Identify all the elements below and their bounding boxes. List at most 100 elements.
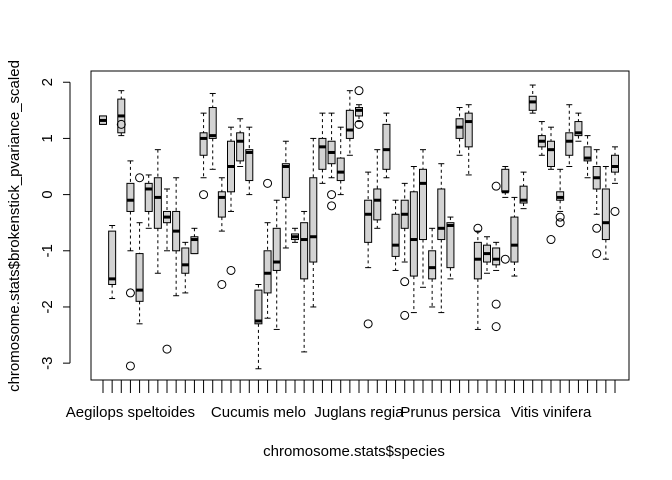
box-iqr [464, 112, 473, 148]
box-33 [391, 199, 400, 271]
box-iqr [492, 247, 501, 266]
outlier-point [592, 249, 602, 259]
box-32 [382, 112, 391, 179]
outlier-point [125, 288, 135, 298]
box-27 [336, 126, 345, 196]
box-iqr [510, 216, 519, 263]
box-iqr [318, 137, 327, 170]
outlier-point [263, 178, 273, 188]
box-iqr [373, 188, 382, 221]
box-45 [500, 166, 510, 264]
box-iqr [601, 188, 610, 241]
box-iqr [583, 146, 592, 162]
box-16 [236, 118, 245, 168]
x-tick-label: Aegilops speltoides [66, 404, 195, 421]
box-iqr [345, 109, 354, 139]
y-axis: -3 -2 -1 0 1 2 [39, 78, 71, 370]
box-10 [181, 241, 190, 294]
box-49 [537, 121, 546, 156]
box-5 [135, 173, 145, 325]
box-iqr [309, 177, 318, 263]
box-37 [428, 227, 437, 308]
box-35 [409, 166, 418, 314]
box-14 [217, 177, 227, 289]
box-52 [565, 104, 574, 168]
box-iqr [181, 247, 190, 274]
outlier-point [400, 310, 410, 320]
box-iqr [153, 177, 162, 229]
box-iqr [281, 163, 290, 198]
box-15 [226, 126, 236, 275]
box-43 [483, 236, 491, 274]
y-tick-label: -1 [39, 244, 56, 257]
box-18 [254, 283, 263, 370]
x-tick-label: Prunus persica [400, 404, 501, 421]
box-iqr [419, 168, 427, 241]
x-axis-title: chromosome.stats$species [263, 443, 445, 460]
outlier-point [354, 119, 364, 129]
outlier-point [473, 223, 483, 233]
box-29 [354, 86, 364, 129]
box-25 [318, 112, 327, 184]
y-tick-label: 2 [39, 78, 56, 86]
box-42 [473, 223, 483, 330]
box-34 [400, 182, 410, 320]
box-7 [153, 149, 162, 274]
box-iqr [446, 222, 455, 269]
box-20 [272, 199, 281, 330]
box-48 [528, 84, 537, 114]
box-53 [574, 112, 583, 142]
box-iqr [574, 121, 583, 137]
box-iqr [409, 191, 418, 277]
outlier-point [116, 119, 126, 129]
y-tick-label: -2 [39, 300, 56, 313]
box-57 [610, 146, 620, 216]
box-iqr [391, 213, 400, 257]
box-50 [546, 126, 556, 245]
y-tick-label: 1 [39, 134, 56, 142]
box-40 [455, 107, 464, 156]
box-iqr [144, 182, 153, 212]
box-iqr [300, 222, 309, 280]
boxes-group [99, 84, 620, 371]
x-tick-label: Vitis vinifera [511, 404, 592, 421]
box-iqr [199, 132, 208, 156]
box-24 [309, 137, 318, 308]
outlier-point [491, 299, 501, 309]
box-31 [373, 149, 382, 229]
x-tick-label: Cucumis melo [211, 404, 306, 421]
box-iqr [501, 168, 510, 193]
box-22 [291, 227, 299, 243]
box-54 [583, 135, 592, 179]
box-6 [144, 174, 153, 229]
box-iqr [126, 182, 135, 212]
outlier-point [592, 223, 602, 233]
y-axis-title: chromosome.stats$brokenstick_pvariance_s… [6, 60, 23, 392]
box-iqr [217, 191, 226, 218]
outlier-point [491, 181, 501, 191]
box-39 [446, 216, 455, 280]
box-56 [601, 166, 610, 260]
box-4 [125, 160, 135, 371]
box-iqr [236, 132, 245, 162]
outlier-point [327, 190, 337, 200]
box-26 [327, 112, 337, 211]
box-44 [491, 181, 501, 332]
box-iqr [428, 250, 437, 280]
box-47 [519, 171, 528, 210]
box-13 [208, 92, 217, 170]
box-3 [116, 90, 126, 137]
box-36 [419, 149, 427, 288]
y-tick-label: 0 [39, 190, 56, 198]
outlier-point [491, 322, 501, 332]
outlier-point [217, 279, 227, 289]
box-iqr [108, 230, 117, 285]
outlier-point [135, 173, 145, 183]
box-51 [555, 168, 565, 228]
box-iqr [547, 140, 555, 168]
box-iqr [336, 157, 345, 182]
outlier-point [354, 86, 364, 96]
box-iqr [611, 154, 619, 173]
box-iqr [519, 185, 528, 204]
